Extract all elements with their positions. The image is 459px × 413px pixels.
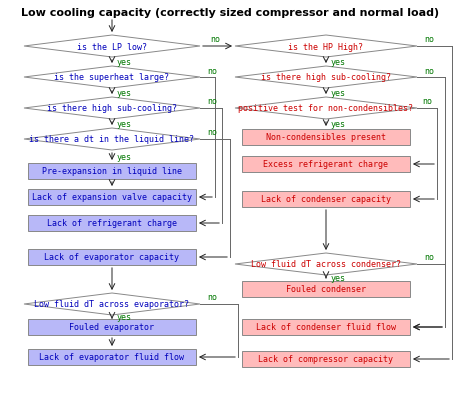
Text: yes: yes	[116, 58, 131, 67]
Polygon shape	[24, 98, 200, 120]
FancyBboxPatch shape	[241, 281, 409, 297]
Text: yes: yes	[116, 89, 131, 98]
Text: yes: yes	[330, 274, 345, 283]
Text: Low fluid dT across condenser?: Low fluid dT across condenser?	[251, 260, 400, 269]
Text: yes: yes	[330, 89, 345, 98]
Text: is the HP High?: is the HP High?	[288, 43, 363, 51]
Text: is there high sub-cooling?: is there high sub-cooling?	[260, 74, 390, 82]
Text: no: no	[421, 97, 431, 106]
Text: is there high sub-cooling?: is there high sub-cooling?	[47, 104, 177, 113]
Text: yes: yes	[116, 153, 131, 161]
Text: no: no	[207, 293, 217, 302]
FancyBboxPatch shape	[28, 190, 196, 206]
Polygon shape	[235, 67, 416, 89]
FancyBboxPatch shape	[241, 157, 409, 173]
Polygon shape	[235, 98, 416, 120]
Text: Low fluid dT across evaporator?: Low fluid dT across evaporator?	[34, 300, 189, 309]
Text: Lack of expansion valve capacity: Lack of expansion valve capacity	[32, 193, 191, 202]
FancyBboxPatch shape	[28, 249, 196, 266]
Text: positive test for non-condensibles?: positive test for non-condensibles?	[238, 104, 413, 113]
Text: no: no	[207, 128, 217, 137]
FancyBboxPatch shape	[241, 192, 409, 207]
Text: Lack of condenser capacity: Lack of condenser capacity	[260, 195, 390, 204]
Text: is there a dt in the liquid line?: is there a dt in the liquid line?	[29, 135, 194, 144]
Text: Lack of condenser fluid flow: Lack of condenser fluid flow	[256, 323, 395, 332]
FancyBboxPatch shape	[28, 349, 196, 365]
Text: is the LP low?: is the LP low?	[77, 43, 147, 51]
Text: is the superheat large?: is the superheat large?	[54, 74, 169, 82]
Text: Lack of evaporator fluid flow: Lack of evaporator fluid flow	[39, 353, 184, 362]
Text: Non-condensibles present: Non-condensibles present	[265, 133, 385, 142]
FancyBboxPatch shape	[28, 216, 196, 231]
Text: no: no	[210, 36, 219, 44]
Text: yes: yes	[330, 58, 345, 67]
Text: Fouled evaporator: Fouled evaporator	[69, 323, 154, 332]
Text: Pre-expansion in liquid line: Pre-expansion in liquid line	[42, 167, 182, 176]
Polygon shape	[24, 129, 200, 151]
Polygon shape	[24, 67, 200, 89]
FancyBboxPatch shape	[28, 319, 196, 335]
Text: yes: yes	[330, 120, 345, 129]
Polygon shape	[24, 293, 200, 315]
Polygon shape	[24, 36, 200, 58]
Text: no: no	[423, 66, 433, 75]
FancyBboxPatch shape	[28, 164, 196, 180]
Polygon shape	[235, 36, 416, 58]
Text: no: no	[423, 253, 433, 262]
FancyBboxPatch shape	[241, 130, 409, 146]
Text: Lack of refrigerant charge: Lack of refrigerant charge	[47, 219, 177, 228]
Text: Excess refrigerant charge: Excess refrigerant charge	[263, 160, 388, 169]
FancyBboxPatch shape	[241, 351, 409, 367]
Text: Low cooling capacity (correctly sized compressor and normal load): Low cooling capacity (correctly sized co…	[21, 8, 438, 18]
Text: no: no	[207, 97, 217, 106]
Polygon shape	[235, 254, 416, 275]
Text: Fouled condenser: Fouled condenser	[285, 285, 365, 294]
Text: no: no	[423, 36, 433, 44]
FancyBboxPatch shape	[241, 319, 409, 335]
Text: yes: yes	[116, 120, 131, 129]
Text: Lack of compressor capacity: Lack of compressor capacity	[258, 355, 392, 363]
Text: no: no	[207, 66, 217, 75]
Text: yes: yes	[116, 313, 131, 322]
Text: Lack of evaporator capacity: Lack of evaporator capacity	[45, 253, 179, 262]
